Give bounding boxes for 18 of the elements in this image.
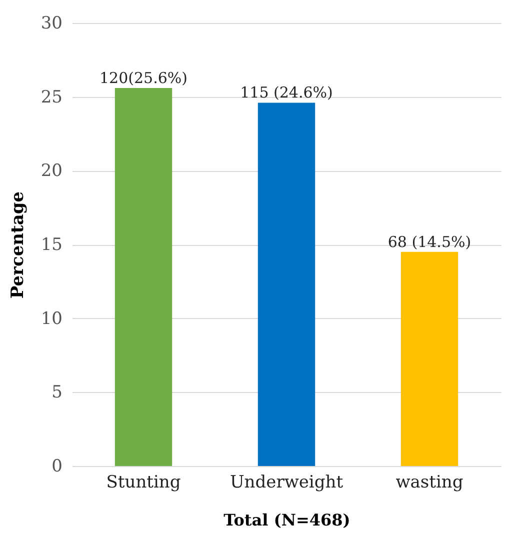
y-tick-label: 30 (40, 14, 62, 34)
bar (258, 102, 316, 466)
y-axis-title: Percentage (8, 191, 28, 299)
x-tick-label: Underweight (230, 472, 344, 492)
x-tick-label: wasting (396, 472, 464, 492)
y-tick-label: 25 (40, 87, 62, 108)
bar (400, 252, 458, 466)
y-tick-label: 10 (40, 308, 62, 329)
y-tick-label: 15 (40, 235, 62, 255)
bar (114, 88, 172, 466)
data-label: 120(25.6%) (100, 68, 188, 87)
x-tick-label: Stunting (106, 472, 181, 492)
x-axis-title: Total (N=468) (224, 510, 350, 530)
y-tick-label: 20 (40, 161, 62, 182)
y-tick-label: 5 (52, 382, 62, 403)
y-tick-label: 0 (52, 456, 62, 476)
data-label: 115 (24.6%) (240, 84, 333, 102)
data-label: 68 (14.5%) (388, 232, 472, 251)
